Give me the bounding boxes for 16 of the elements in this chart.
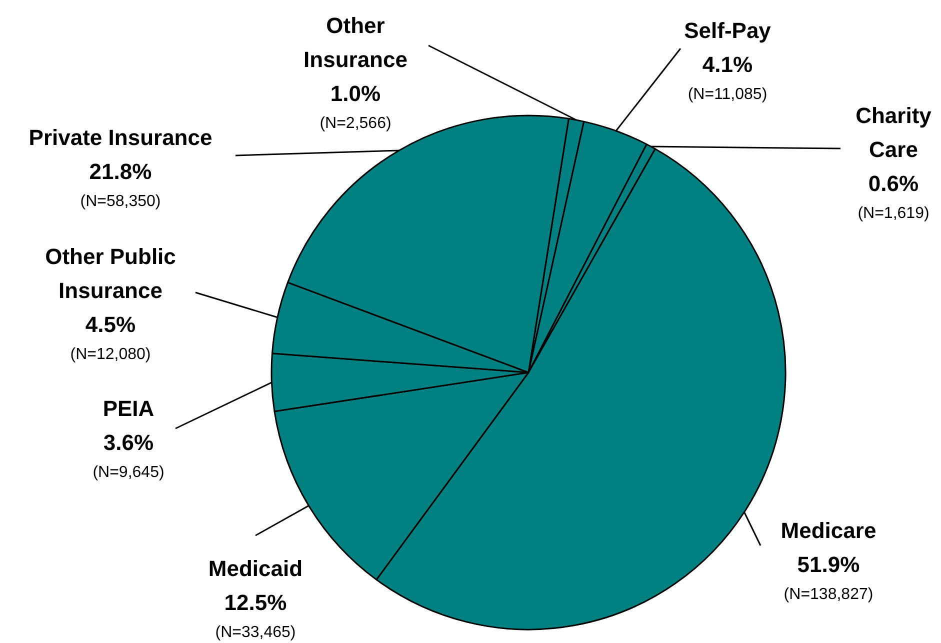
data-label: 1.0% (N=2,566) [320,81,392,132]
slice-label: Other Insurance [304,13,408,72]
slice-label: Medicaid [208,556,303,581]
data-label: 3.6% (N=9,645) [92,430,164,481]
slice-label: Self-Pay [684,18,772,43]
slice-label: PEIA [102,396,154,421]
data-label: 4.1% (N=11,085) [688,52,768,103]
slice-label: Charity Care [856,103,932,162]
data-label: 21.8% (N=58,350) [80,159,161,210]
slice-label: Other Public Insurance [45,244,176,303]
slice-label: Private Insurance [28,125,212,150]
data-label: 12.5% (N=33,465) [215,590,296,641]
slice-label: Medicare [780,518,876,543]
data-label: 0.6% (N=1,619) [858,171,930,222]
data-label: 51.9% (N=138,827) [784,552,874,603]
data-label: 4.5% (N=12,080) [70,312,151,363]
